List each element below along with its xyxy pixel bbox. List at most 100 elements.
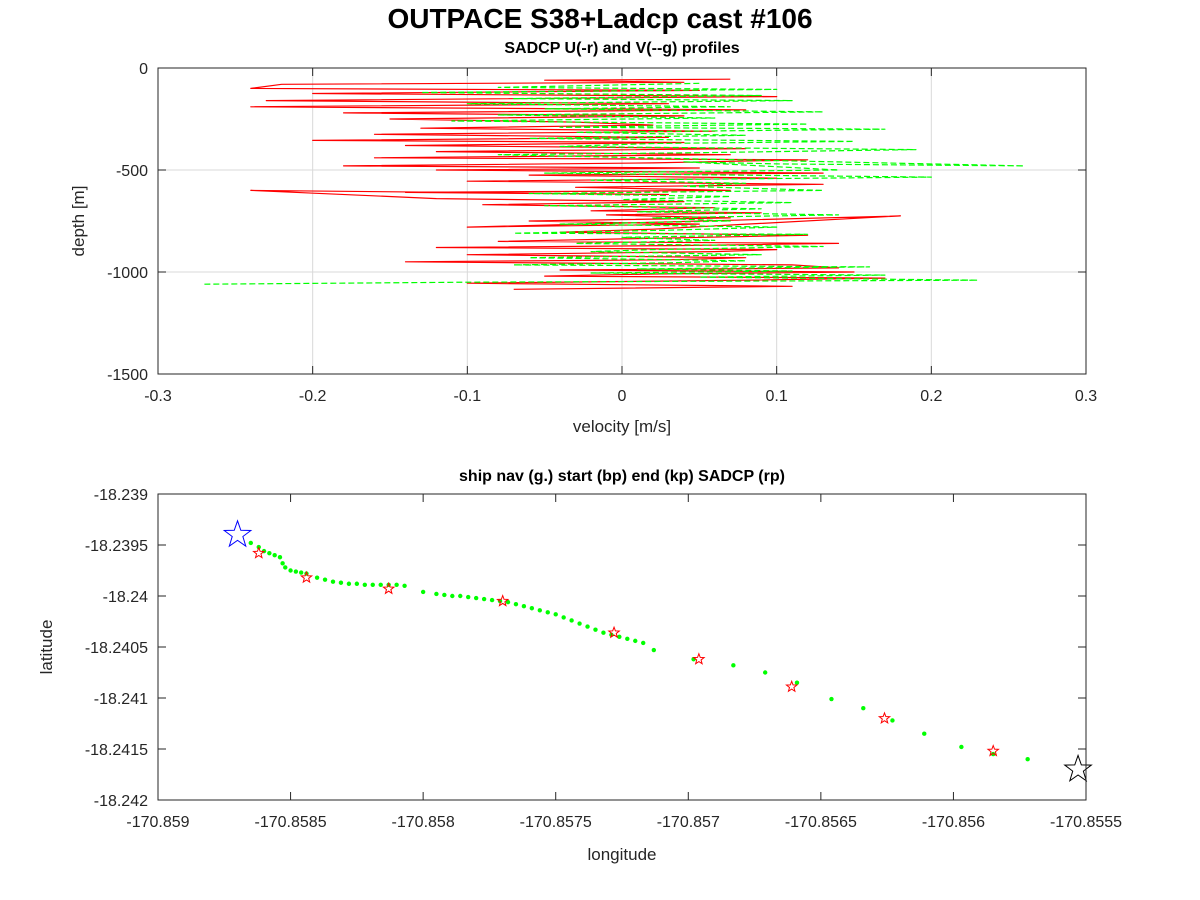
nav-point <box>458 593 463 599</box>
y-tick-label: 0 <box>139 61 148 78</box>
nav-point <box>561 615 566 620</box>
y-tick-label: -18.2415 <box>85 742 148 759</box>
x-tick-label: 0.3 <box>1075 388 1097 405</box>
y-tick-label: -18.2395 <box>85 538 148 555</box>
nav-point <box>617 634 622 639</box>
nav-point <box>585 624 590 629</box>
nav-point <box>402 583 407 588</box>
nav-point <box>641 640 646 646</box>
x-tick-label: 0.1 <box>766 388 788 405</box>
nav-point <box>434 591 439 597</box>
y-tick-label: -18.241 <box>94 691 148 708</box>
nav-point <box>651 647 657 653</box>
nav-point <box>283 565 288 570</box>
sadcp-star <box>382 581 396 595</box>
velocity-profile-panel: -0.3 -0.2 -0.1 0 0.1 0.2 0.3 0 -500 -1000 -1500 SA… <box>69 40 1097 436</box>
start-star-icon <box>222 519 253 548</box>
sadcp-star <box>252 546 266 559</box>
nav-point <box>450 593 455 599</box>
sadcp-star <box>877 711 892 725</box>
y-tick-label: -18.24 <box>103 589 148 606</box>
nav-point <box>322 577 328 582</box>
nav-point <box>577 621 582 626</box>
nav-point <box>625 636 630 642</box>
nav-point <box>537 608 543 613</box>
x-tick-label: -170.856 <box>922 814 985 831</box>
nav-point <box>354 581 360 586</box>
nav-point <box>481 596 487 602</box>
x-tick-label: -0.2 <box>299 388 327 405</box>
sadcp-star <box>692 652 706 665</box>
nav-point <box>466 594 471 600</box>
nav-point <box>272 553 277 558</box>
x-tick-label: -170.8585 <box>255 814 327 831</box>
y-tick-label: -18.239 <box>94 487 148 504</box>
nav-y-axis-label: latitude <box>37 620 56 675</box>
nav-point <box>829 696 834 702</box>
x-tick-label: -170.8555 <box>1050 814 1122 831</box>
nav-point <box>298 570 304 575</box>
series-line-v <box>204 82 1025 285</box>
ship-nav-panel: -170.859 -170.8585 -170.858 -170.8575 -170.8… <box>37 468 1122 864</box>
nav-plot-background <box>158 494 1086 800</box>
nav-ticks: -170.859 -170.8585 -170.858 -170.8575 -170.8… <box>85 487 1122 831</box>
velocity-series <box>204 78 1025 290</box>
nav-point <box>762 670 768 675</box>
nav-point <box>991 751 996 757</box>
nav-points <box>222 519 1093 782</box>
nav-point <box>378 582 383 587</box>
nav-point <box>569 618 574 623</box>
x-tick-label: -170.858 <box>392 814 455 831</box>
nav-point <box>513 601 519 607</box>
x-tick-label: -0.3 <box>144 388 172 405</box>
x-tick-label: -170.8565 <box>785 814 857 831</box>
nav-point <box>1025 757 1030 762</box>
nav-point <box>280 561 285 566</box>
nav-point <box>890 718 895 723</box>
sadcp-star <box>607 625 621 639</box>
y-tick-label: -1000 <box>107 265 148 282</box>
x-tick-label: 0 <box>618 388 627 405</box>
sadcp-star <box>785 679 799 693</box>
nav-point <box>277 555 283 560</box>
sadcp-star <box>299 570 314 584</box>
nav-point <box>861 706 866 711</box>
x-tick-label: -170.857 <box>657 814 720 831</box>
figure-title: OUTPACE S38+Ladcp cast #106 <box>387 3 813 34</box>
nav-point <box>553 612 558 617</box>
nav-point <box>442 592 447 598</box>
x-tick-label: 0.2 <box>920 388 942 405</box>
velocity-y-axis-label: depth [m] <box>69 186 88 257</box>
nav-point <box>267 550 272 556</box>
nav-point <box>529 606 535 611</box>
nav-point <box>922 731 927 736</box>
nav-point <box>959 744 964 750</box>
velocity-x-axis-label: velocity [m/s] <box>573 417 671 436</box>
nav-point <box>338 580 344 585</box>
nav-point <box>420 589 426 595</box>
nav-point <box>370 582 375 587</box>
sadcp-star <box>986 744 1000 757</box>
nav-x-axis-label: longitude <box>587 845 656 864</box>
x-tick-label: -170.8575 <box>520 814 592 831</box>
x-tick-label: -170.859 <box>126 814 189 831</box>
nav-point <box>346 581 352 586</box>
velocity-ticks: -0.3 -0.2 -0.1 0 0.1 0.2 0.3 0 -500 -1000 -1500 <box>107 61 1097 405</box>
velocity-chart-title: SADCP U(-r) and V(--g) profiles <box>504 40 739 57</box>
sadcp-star <box>496 594 510 607</box>
nav-point <box>394 582 399 587</box>
y-tick-label: -18.2405 <box>85 640 148 657</box>
nav-point <box>330 579 336 584</box>
nav-point <box>248 540 253 546</box>
nav-point <box>521 604 527 609</box>
y-tick-label: -1500 <box>107 367 148 384</box>
nav-point <box>314 575 320 580</box>
y-tick-label: -18.242 <box>94 793 148 810</box>
nav-point <box>633 638 638 644</box>
nav-chart-title: ship nav (g.) start (bp) end (kp) SADCP … <box>459 468 785 485</box>
nav-point <box>731 663 736 668</box>
x-tick-label: -0.1 <box>454 388 482 405</box>
nav-point <box>593 627 598 632</box>
y-tick-label: -500 <box>116 163 148 180</box>
